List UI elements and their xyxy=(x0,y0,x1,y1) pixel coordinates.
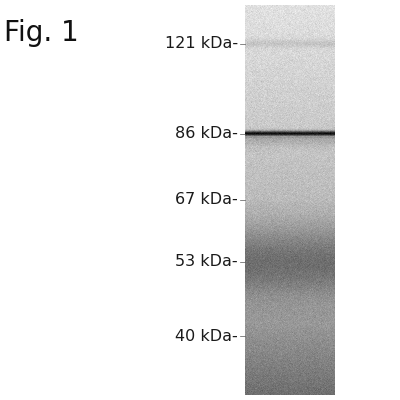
Text: 40 kDa-: 40 kDa- xyxy=(175,328,238,344)
Text: 86 kDa-: 86 kDa- xyxy=(175,126,238,141)
Text: Fig. 1: Fig. 1 xyxy=(4,19,79,47)
Text: 53 kDa-: 53 kDa- xyxy=(175,254,238,269)
Text: 121 kDa-: 121 kDa- xyxy=(165,36,238,51)
Text: 67 kDa-: 67 kDa- xyxy=(175,192,238,207)
